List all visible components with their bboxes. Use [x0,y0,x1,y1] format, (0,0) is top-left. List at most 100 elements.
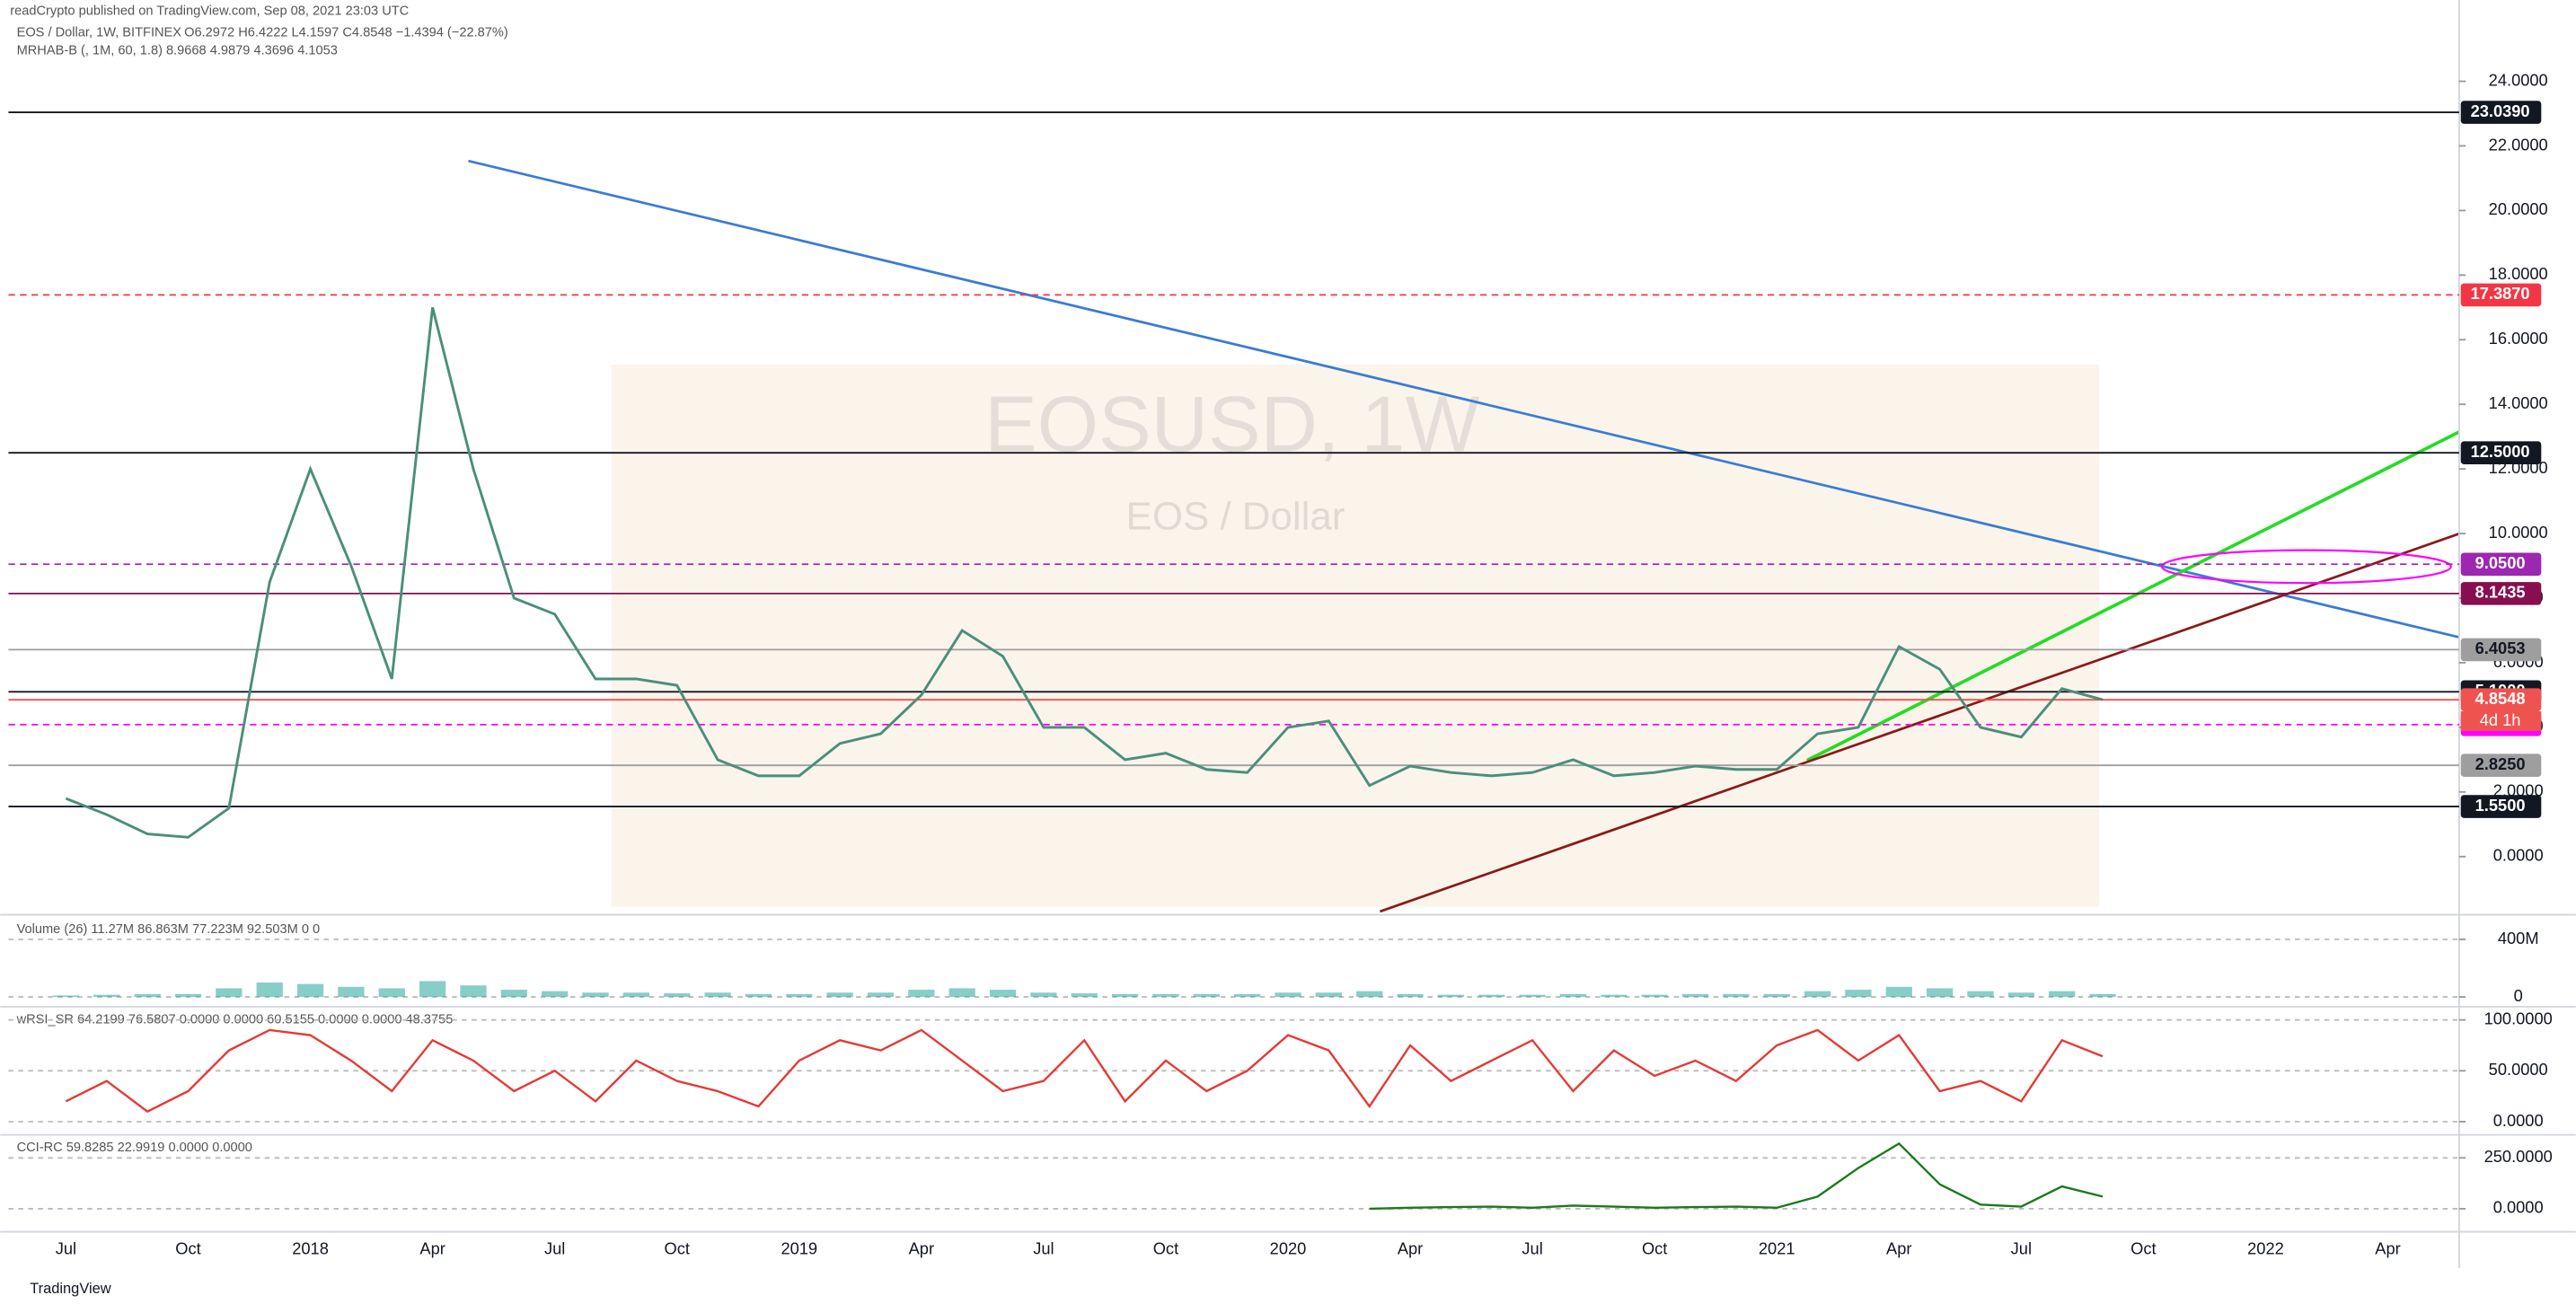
volume-bar [338,986,365,998]
volume-bar [460,985,487,998]
y-tick-label: 400M [2498,929,2539,947]
volume-bar [704,992,731,998]
countdown-bg [2460,710,2542,731]
price-label: 6.4053 [2475,639,2526,657]
volume-bar [1478,994,1505,998]
volume-bar [989,990,1017,998]
price-label-bg [2460,552,2542,577]
y-tick-label: 22.0000 [2489,135,2548,154]
price-label: 23.0390 [2471,101,2530,120]
volume-bar [52,995,80,998]
indicator-legend: MRHAB-B (, 1M, 60, 1.8) 8.9668 4.9879 4.… [17,44,338,58]
highlight-ellipse [2160,549,2452,585]
indicator-line [65,1028,2104,1114]
price-label: 4.8548 [2475,689,2526,708]
volume-bar [1111,993,1139,998]
volume-bar [296,983,324,998]
volume-bar [1601,994,1628,998]
y-tick-label: 14.0000 [2489,393,2548,412]
volume-bar [2007,992,2034,998]
brand: TradingView [30,1281,111,1297]
volume-bar [1845,990,1872,998]
price-label-bg [2460,101,2542,124]
panel-title: Volume (26) 11.27M 86.863M 77.223M 92.50… [17,922,321,937]
volume-bar [826,992,853,998]
x-tick-label: Oct [2130,1238,2156,1257]
price-label: 17.3870 [2471,284,2530,303]
x-tick-label: Apr [909,1238,934,1257]
x-tick-label: 2021 [1759,1238,1795,1257]
price-label-bg [2460,441,2542,464]
volume-bar [378,988,405,998]
x-tick-label: Jul [56,1238,76,1257]
x-tick-label: 2022 [2247,1238,2284,1257]
trend-line [468,159,2460,639]
trend-line [1379,533,2460,913]
y-tick-label: 10.0000 [2489,523,2548,542]
volume-bar [1519,994,1546,998]
y-tick-label: 50.0000 [2489,1060,2548,1079]
volume-bar [1152,993,1179,998]
volume-bar [1763,993,1790,998]
volume-bar [1397,993,1424,998]
symbol-title: EOS / Dollar, 1W, BITFINEX [17,25,182,40]
volume-bar [948,988,975,998]
x-tick-label: 2019 [781,1238,817,1257]
volume-bar [867,992,895,998]
volume-bar [622,992,649,998]
x-tick-label: Oct [1642,1238,1667,1257]
y-tick-label: 16.0000 [2489,329,2548,348]
volume-bar [419,981,446,998]
range-band [611,364,2100,907]
y-tick-label: 0.0000 [2493,1198,2544,1217]
volume-bar [1967,991,1994,998]
volume-bar [1315,992,1342,998]
panel-title: wRSI_SR 64.2199 76.5807 0.0000 0.0000 60… [16,1012,454,1026]
price-label: 9.0500 [2475,553,2526,572]
x-tick-label: Apr [2375,1238,2400,1257]
price-label-bg [2460,753,2542,777]
price-label: 12.5000 [2471,442,2530,461]
y-tick-label: 18.0000 [2489,264,2548,283]
volume-bar [93,994,120,998]
volume-bar [1559,993,1587,998]
volume-bar [1723,993,1750,998]
volume-bar [1681,993,1709,998]
volume-bar [1071,993,1098,998]
volume-bar [908,990,935,998]
volume-bar [1356,991,1383,998]
panel-title: CCI-RC 59.8285 22.9919 0.0000 0.0000 [17,1141,252,1155]
volume-bar [1641,994,1668,998]
x-tick-label: Apr [1886,1238,1911,1257]
y-tick-label: 100.0000 [2484,1009,2553,1027]
y-tick-label: 20.0000 [2489,199,2548,218]
y-tick-label: 0.0000 [2493,846,2544,865]
volume-bar [1437,994,1465,998]
price-label-bg [2460,638,2542,662]
y-tick-label: 250.0000 [2484,1147,2553,1166]
x-tick-label: Jul [1033,1238,1054,1257]
watermark-subtitle: EOS / Dollar [1126,494,1345,538]
price-label-bg [2460,795,2542,818]
y-tick-label: 24.0000 [2489,70,2548,89]
volume-bar [174,993,202,998]
volume-bar [2049,991,2076,998]
volume-bar [745,993,772,998]
volume-bar [664,993,691,998]
volume-bar [1927,988,1954,998]
volume-bar [542,991,569,998]
volume-bar [786,993,813,998]
trend-line [1806,430,2460,762]
x-tick-label: Apr [419,1238,445,1257]
price-line [65,306,2104,839]
x-tick-label: Oct [1153,1238,1178,1257]
price-label-bg [2460,582,2542,605]
y-tick-label: 0 [2514,986,2523,1005]
volume-bar [2089,993,2116,998]
x-tick-label: Jul [544,1238,565,1257]
published-note: readCrypto published on TradingView.com,… [10,4,409,19]
y-tick-label: 0.0000 [2493,1111,2544,1130]
price-label: 2.8250 [2475,754,2526,773]
